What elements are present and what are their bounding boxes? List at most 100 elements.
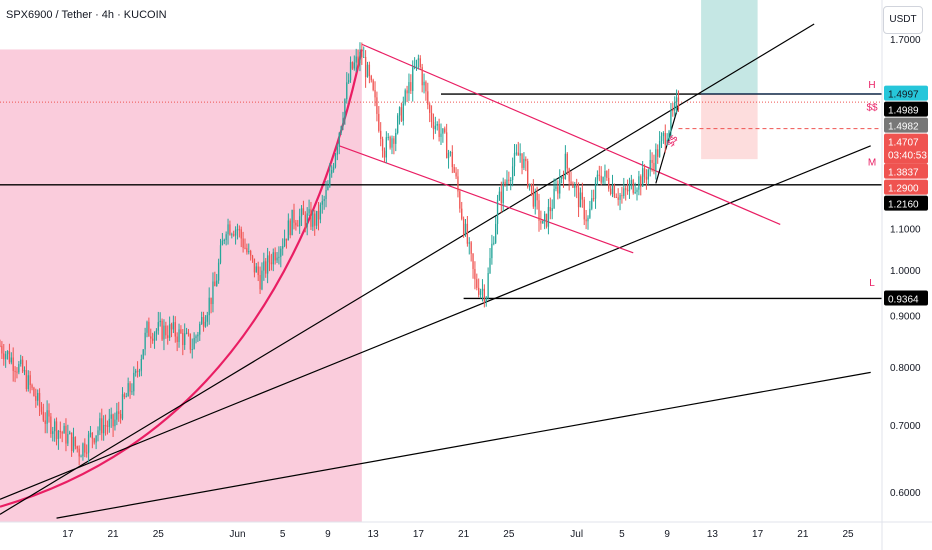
candle-body [547, 207, 550, 227]
candle-body [357, 56, 359, 64]
candle-body [668, 131, 670, 141]
candle-body [116, 411, 118, 420]
candle-body [6, 350, 9, 355]
candle-body [487, 273, 489, 298]
candle-body [102, 424, 105, 434]
candle-body [598, 174, 600, 176]
candle-body [510, 179, 512, 181]
candle-body [178, 329, 180, 343]
candle-body [662, 133, 665, 137]
candle-body [159, 320, 161, 323]
candle-body [436, 124, 438, 126]
candle-body [515, 152, 518, 154]
candle-body [391, 138, 393, 148]
candle-body [604, 170, 606, 177]
candle-body [57, 430, 60, 439]
candle-body [40, 406, 43, 412]
candle-body [615, 196, 617, 198]
candle-body [566, 153, 568, 169]
candle-body [596, 174, 599, 180]
candle-body [84, 443, 86, 453]
y-tick-label: 1.0000 [890, 266, 921, 277]
candle-body [319, 204, 322, 220]
candle-body [564, 153, 567, 179]
candle-body [4, 354, 7, 360]
candle-body [184, 333, 186, 346]
annotation-label: M [868, 157, 876, 168]
y-tick-label: 0.9000 [890, 312, 921, 323]
candle-body [581, 192, 584, 200]
candle-body [536, 192, 538, 201]
candle-body [1, 345, 3, 354]
price-label-text: 1.3837 [888, 168, 919, 179]
candle-body [202, 317, 205, 327]
candle-body [251, 255, 254, 259]
candle-body [530, 183, 533, 187]
candle-body [142, 349, 144, 359]
candle-body [242, 238, 244, 248]
candle-body [274, 252, 276, 261]
trend-line [0, 145, 871, 500]
candle-body [587, 217, 589, 222]
price-label-box [884, 117, 928, 133]
candle-body [63, 425, 65, 434]
candle-body [545, 213, 548, 227]
candle-body [80, 456, 82, 458]
candle-body [210, 297, 212, 305]
candle-body [451, 151, 453, 168]
candle-body [321, 200, 323, 205]
candle-body [602, 176, 604, 183]
candle-body [427, 91, 429, 105]
candle-body [651, 159, 653, 163]
candle-body [146, 321, 148, 333]
candle-body [559, 178, 561, 194]
y-tick-label: 1.1000 [890, 224, 921, 235]
unit-button[interactable]: USDT [883, 6, 923, 34]
candle-body [353, 62, 355, 69]
candle-body [494, 223, 497, 243]
candle-body [176, 336, 178, 343]
candle-body [155, 330, 158, 334]
candle-body [513, 153, 516, 167]
candle-body [519, 153, 521, 156]
candle-body [16, 371, 18, 373]
candle-body [69, 432, 71, 435]
x-tick-label: 13 [707, 529, 719, 540]
candle-body [543, 213, 546, 221]
candle-body [125, 396, 127, 398]
candle-body [562, 176, 565, 179]
candle-body [129, 383, 131, 392]
candle-body [161, 320, 163, 340]
candle-body [623, 188, 625, 196]
candle-body [570, 181, 572, 184]
candle-body [283, 238, 286, 247]
x-tick-label: 17 [752, 529, 764, 540]
candle-body [317, 210, 320, 220]
candle-body [199, 323, 201, 335]
candle-body [478, 287, 480, 295]
candle-body [670, 110, 672, 132]
candle-body [182, 333, 184, 346]
candle-body [255, 266, 257, 273]
candle-body [525, 158, 527, 162]
candle-body [187, 332, 190, 334]
candle-body [287, 220, 290, 241]
candle-body [174, 322, 176, 337]
candle-body [372, 80, 374, 90]
candle-body [619, 195, 621, 200]
candle-body [291, 209, 293, 236]
candle-body [606, 170, 608, 178]
candle-body [127, 383, 129, 397]
candle-body [560, 176, 563, 179]
candle-body [29, 375, 31, 386]
candle-body [464, 223, 467, 235]
candle-body [645, 176, 648, 180]
candle-body [549, 207, 551, 212]
candle-body [229, 224, 231, 235]
candle-body [253, 258, 256, 273]
candle-body [675, 97, 678, 103]
candle-body [378, 113, 380, 131]
candle-body [557, 186, 559, 194]
